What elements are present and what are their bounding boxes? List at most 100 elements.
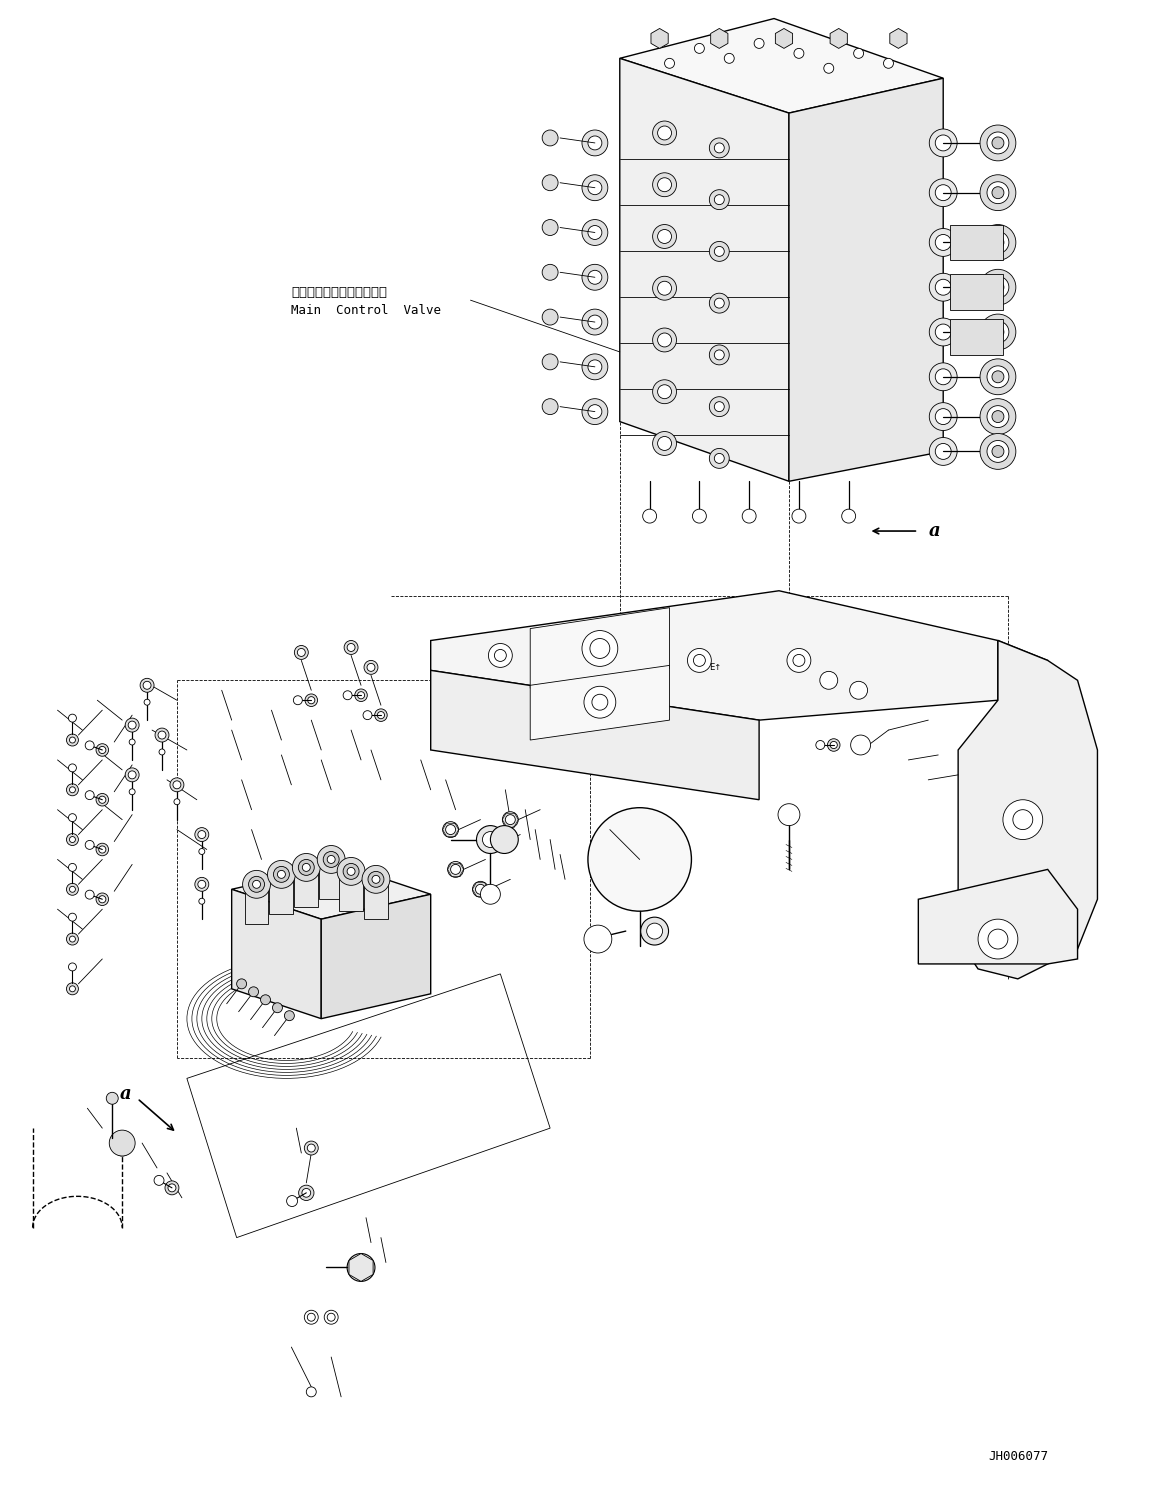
Circle shape xyxy=(442,822,458,838)
Circle shape xyxy=(778,804,800,826)
Circle shape xyxy=(693,508,707,523)
Circle shape xyxy=(935,368,951,385)
Circle shape xyxy=(542,398,558,414)
Circle shape xyxy=(69,912,77,921)
Circle shape xyxy=(106,1093,118,1105)
Circle shape xyxy=(347,644,355,652)
Circle shape xyxy=(711,30,727,46)
Circle shape xyxy=(347,1254,375,1281)
Circle shape xyxy=(317,845,345,874)
Circle shape xyxy=(485,889,496,901)
Circle shape xyxy=(125,719,139,732)
Circle shape xyxy=(307,1314,315,1321)
Polygon shape xyxy=(319,865,344,899)
Circle shape xyxy=(506,814,515,825)
Circle shape xyxy=(324,1311,338,1324)
Polygon shape xyxy=(431,671,759,799)
Circle shape xyxy=(261,994,270,1005)
Circle shape xyxy=(450,865,461,874)
Circle shape xyxy=(653,225,677,249)
Circle shape xyxy=(125,768,139,781)
Circle shape xyxy=(69,836,76,842)
Circle shape xyxy=(992,237,1004,249)
Circle shape xyxy=(694,43,704,54)
Circle shape xyxy=(653,431,677,455)
Circle shape xyxy=(614,643,626,655)
Circle shape xyxy=(159,731,165,740)
Circle shape xyxy=(980,270,1016,306)
Circle shape xyxy=(657,385,671,398)
Circle shape xyxy=(542,309,558,325)
Circle shape xyxy=(709,344,730,365)
Circle shape xyxy=(935,279,951,295)
Circle shape xyxy=(588,180,602,195)
Circle shape xyxy=(581,130,608,157)
Circle shape xyxy=(155,728,169,743)
Circle shape xyxy=(992,137,1004,149)
Circle shape xyxy=(709,242,730,261)
Circle shape xyxy=(129,722,136,729)
Circle shape xyxy=(97,893,108,905)
Circle shape xyxy=(69,986,76,992)
Circle shape xyxy=(819,671,838,689)
Circle shape xyxy=(980,398,1016,434)
Circle shape xyxy=(69,886,76,892)
Circle shape xyxy=(581,631,618,666)
Circle shape xyxy=(99,845,106,853)
Circle shape xyxy=(709,294,730,313)
Circle shape xyxy=(173,781,180,789)
Polygon shape xyxy=(950,225,1003,261)
Circle shape xyxy=(355,689,368,701)
Circle shape xyxy=(709,189,730,210)
Circle shape xyxy=(584,686,616,719)
Circle shape xyxy=(268,860,295,889)
Circle shape xyxy=(992,446,1004,458)
Circle shape xyxy=(483,836,499,853)
Circle shape xyxy=(485,839,495,850)
Polygon shape xyxy=(958,641,1097,980)
Circle shape xyxy=(1013,810,1033,829)
Circle shape xyxy=(298,649,306,656)
Circle shape xyxy=(709,397,730,416)
Circle shape xyxy=(754,39,764,48)
Circle shape xyxy=(715,246,724,256)
Circle shape xyxy=(588,315,602,330)
Circle shape xyxy=(588,404,602,419)
Circle shape xyxy=(657,332,671,347)
Circle shape xyxy=(327,856,336,863)
Text: メインコントロールバルブ: メインコントロールバルブ xyxy=(292,286,387,298)
Circle shape xyxy=(930,179,957,207)
Circle shape xyxy=(592,695,608,710)
Circle shape xyxy=(69,737,76,743)
Circle shape xyxy=(277,871,285,878)
Circle shape xyxy=(987,133,1009,154)
Circle shape xyxy=(715,453,724,464)
Circle shape xyxy=(483,832,499,847)
Circle shape xyxy=(368,871,384,887)
Circle shape xyxy=(69,763,77,772)
Circle shape xyxy=(992,410,1004,422)
Circle shape xyxy=(195,828,209,841)
Circle shape xyxy=(165,1181,179,1194)
Circle shape xyxy=(653,276,677,300)
Circle shape xyxy=(657,437,671,450)
Circle shape xyxy=(85,841,94,850)
Circle shape xyxy=(651,30,668,46)
Circle shape xyxy=(199,898,205,904)
Circle shape xyxy=(987,406,1009,428)
Circle shape xyxy=(302,863,310,871)
Circle shape xyxy=(272,1003,283,1012)
Circle shape xyxy=(657,127,671,140)
Circle shape xyxy=(97,844,108,856)
Circle shape xyxy=(657,282,671,295)
Circle shape xyxy=(653,380,677,404)
Circle shape xyxy=(67,883,78,895)
Circle shape xyxy=(114,1141,130,1156)
Circle shape xyxy=(987,231,1009,253)
Circle shape xyxy=(935,409,951,425)
Polygon shape xyxy=(651,28,669,48)
Circle shape xyxy=(642,508,656,523)
Circle shape xyxy=(198,830,206,838)
Circle shape xyxy=(978,918,1018,959)
Circle shape xyxy=(581,264,608,291)
